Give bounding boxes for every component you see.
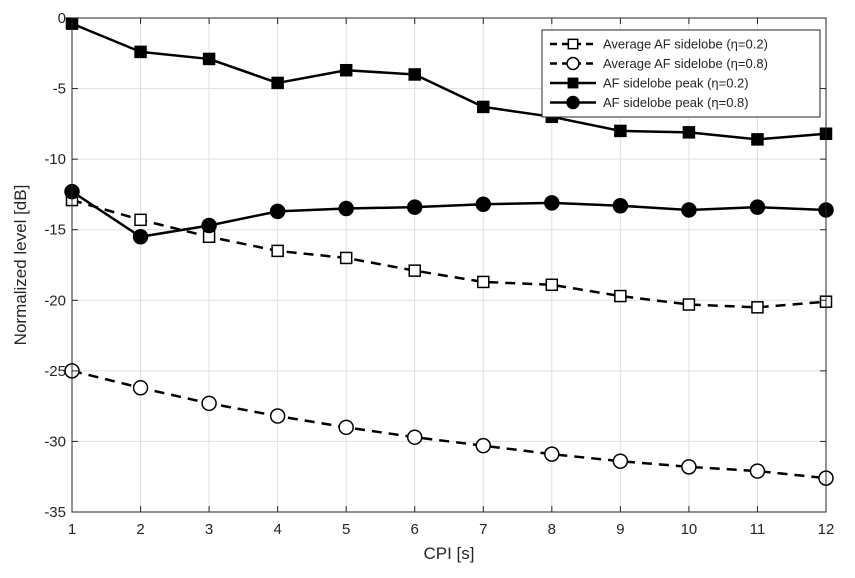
data-point — [408, 264, 421, 277]
x-tick-label: 6 — [411, 521, 419, 538]
x-tick-label: 12 — [818, 521, 835, 538]
legend: Average AF sidelobe (η=0.2) Average AF si… — [541, 29, 821, 118]
data-point — [338, 200, 354, 217]
data-point — [612, 453, 629, 469]
data-point — [751, 301, 764, 314]
y-axis-label: Normalized level [dB] — [11, 185, 30, 346]
y-tick-label: -35 — [44, 504, 66, 521]
y-tick-label: -15 — [44, 222, 66, 239]
data-point — [134, 45, 147, 59]
data-point — [338, 419, 354, 436]
data-point — [749, 463, 766, 479]
data-point — [477, 100, 490, 114]
x-tick-label: 4 — [273, 521, 281, 538]
y-tick-label: -5 — [53, 81, 66, 98]
legend-label: Average AF sidelobe (η=0.2) — [603, 37, 768, 52]
x-tick-label: 10 — [681, 521, 698, 538]
y-tick-label: -20 — [44, 292, 66, 309]
data-point — [545, 278, 559, 292]
data-point — [339, 63, 353, 77]
data-point — [681, 202, 697, 218]
legend-marker — [566, 56, 580, 71]
legend-label: AF sidelobe peak (η=0.2) — [603, 76, 749, 91]
legend-item: Average AF sidelobe (η=0.2) — [550, 37, 768, 52]
x-tick-label: 1 — [68, 521, 76, 538]
series-line — [71, 198, 827, 309]
y-tick-label: -25 — [44, 363, 66, 380]
data-point — [477, 275, 490, 289]
data-point — [408, 68, 421, 81]
data-point — [271, 244, 284, 258]
legend-marker — [567, 38, 579, 50]
x-tick-label: 7 — [479, 521, 487, 538]
data-point — [202, 52, 216, 66]
x-tick-label: 11 — [750, 521, 766, 538]
data-point — [544, 195, 560, 211]
series-3 — [65, 17, 833, 146]
legend-label: Average AF sidelobe (η=0.8) — [603, 56, 768, 71]
x-tick-label: 3 — [205, 521, 213, 538]
x-axis-label: CPI [s] — [423, 544, 474, 563]
data-point — [132, 229, 149, 245]
data-point — [475, 196, 492, 213]
data-point — [681, 459, 697, 475]
data-point — [749, 199, 766, 215]
ticks: 1 2 3 4 5 6 7 8 9 10 11 120-5-10-15-20-25-30-35 — [44, 10, 834, 538]
data-point — [682, 298, 696, 311]
legend-marker — [566, 95, 580, 110]
data-point — [682, 126, 696, 139]
plot-frame — [71, 17, 827, 513]
data-point — [406, 199, 423, 215]
series-line — [71, 369, 827, 480]
y-tick-label: -30 — [44, 433, 66, 450]
series-line — [71, 190, 827, 239]
y-tick-label: 0 — [58, 10, 66, 27]
data-point — [271, 76, 284, 90]
data-point — [614, 124, 627, 138]
x-tick-label: 8 — [548, 521, 556, 538]
data-point — [544, 446, 560, 462]
data-point — [475, 437, 492, 454]
data-point — [201, 217, 217, 234]
legend-item: AF sidelobe peak (η=0.8) — [550, 95, 749, 110]
legend-item: AF sidelobe peak (η=0.2) — [550, 76, 749, 91]
data-point — [612, 197, 629, 214]
y-tick-label: -10 — [44, 151, 66, 168]
data-point — [614, 289, 627, 303]
data-point — [269, 408, 286, 424]
x-tick-label: 5 — [342, 521, 350, 538]
series-line — [71, 22, 827, 141]
data-point — [751, 133, 764, 146]
data-point — [132, 380, 149, 396]
data-point — [406, 429, 423, 445]
x-tick-label: 2 — [136, 521, 144, 538]
data-point — [339, 251, 353, 265]
x-tick-label: 9 — [616, 521, 624, 538]
data-point — [269, 203, 286, 220]
legend-label: AF sidelobe peak (η=0.8) — [603, 95, 749, 110]
legend-marker — [567, 77, 579, 89]
data-point — [134, 213, 147, 227]
data-point — [201, 395, 217, 412]
legend-item: Average AF sidelobe (η=0.8) — [550, 56, 768, 71]
